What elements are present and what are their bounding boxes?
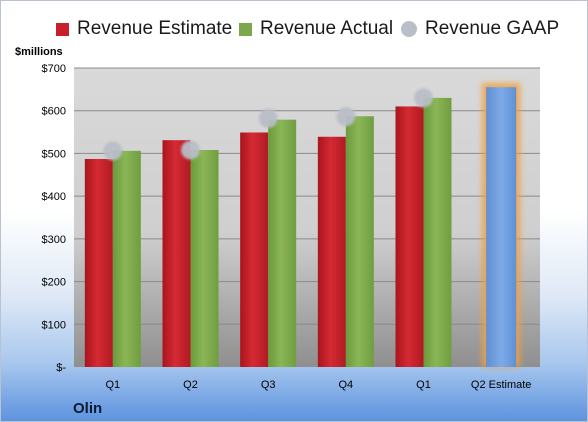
legend-label: Revenue Actual	[260, 18, 394, 39]
bar-revenue-estimate	[395, 106, 424, 367]
y-tick-label: $-	[56, 362, 66, 374]
legend-item-revenue-gaap: Revenue GAAP	[401, 15, 559, 43]
bar-q2-estimate	[486, 87, 517, 367]
legend-item-revenue-actual: Revenue Actual	[239, 15, 393, 43]
x-tick-label: Q2	[183, 379, 198, 391]
legend-swatch-actual	[239, 22, 252, 36]
legend-swatch-estimate	[56, 22, 69, 36]
bars	[84, 83, 521, 368]
x-tick-label: Q2 Estimate	[471, 379, 532, 391]
bar-revenue-actual	[190, 150, 219, 367]
x-tick-label: Q1	[416, 379, 431, 391]
grid-lines	[74, 67, 540, 325]
y-axis-ticks: $- $100 $200 $300 $400 $500 $600 $700	[42, 63, 67, 374]
y-tick-label: $200	[42, 277, 66, 289]
bar-revenue-actual	[268, 119, 297, 367]
y-axis-units: $millions	[15, 46, 63, 58]
y-tick-label: $400	[42, 191, 66, 203]
y-tick-label: $300	[42, 234, 66, 246]
legend-item-revenue-estimate: Revenue Estimate	[56, 15, 232, 43]
x-tick-label: Q4	[338, 379, 353, 391]
y-tick-label: $600	[42, 106, 66, 118]
bar-revenue-actual	[345, 116, 374, 367]
legend-label: Revenue Estimate	[77, 18, 233, 39]
bar-revenue-estimate	[162, 140, 191, 367]
point-revenue-gaap	[103, 141, 123, 161]
chart-legend: Revenue Estimate Revenue Actual Revenue …	[1, 15, 587, 43]
x-tick-label: Q1	[105, 379, 120, 391]
bar-revenue-estimate	[240, 132, 269, 367]
y-tick-label: $100	[42, 319, 66, 331]
x-tick-label: Q3	[261, 379, 276, 391]
company-name: Olin	[73, 400, 103, 417]
bar-revenue-estimate	[317, 136, 346, 367]
bar-revenue-actual	[112, 150, 141, 367]
y-tick-label: $500	[42, 148, 66, 160]
point-revenue-gaap	[336, 107, 356, 127]
y-tick-label: $700	[42, 63, 66, 75]
bar-revenue-actual	[423, 97, 452, 368]
x-axis-ticks: Q1 Q2 Q3 Q4 Q1 Q2 Estimate	[105, 379, 531, 391]
legend-label: Revenue GAAP	[425, 18, 560, 39]
legend-swatch-gaap	[401, 21, 417, 37]
gaap-points	[103, 88, 433, 161]
point-revenue-gaap	[414, 88, 433, 108]
point-revenue-gaap	[258, 108, 278, 128]
bar-revenue-estimate	[84, 158, 113, 367]
plot-area	[74, 68, 540, 367]
point-revenue-gaap	[181, 140, 200, 160]
